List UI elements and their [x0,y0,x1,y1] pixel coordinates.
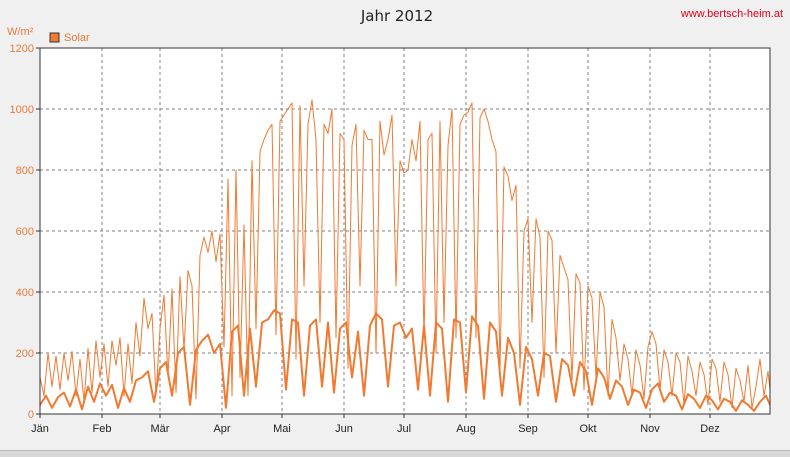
x-tick-label: Aug [456,423,476,435]
y-axis-ticks: 0 200 400 600 800 1000 1200 [10,43,40,421]
x-tick-label: Sep [518,423,538,435]
legend-label-solar: Solar [64,32,90,44]
y-tick-label: 1000 [10,104,34,116]
y-tick-label: 800 [16,165,34,177]
y-tick-label: 200 [16,348,34,360]
legend-swatch-solar [49,32,60,43]
x-tick-label: Mär [151,423,170,435]
series-line-solar-daily-mean [39,309,771,412]
x-axis-ticks: Jän Feb Mär Apr Mai Jun Jul Aug Sep Okt Nov Dez [31,414,720,435]
y-tick-label: 600 [16,226,34,238]
x-tick-label: Jul [397,423,411,435]
x-tick-label: Nov [640,423,660,435]
x-tick-label: Jän [31,423,49,435]
x-tick-label: Dez [700,423,720,435]
y-axis-unit: W/m² [7,26,34,38]
plot-frame [39,47,771,415]
y-tick-label: 1200 [10,43,34,55]
x-tick-label: Feb [93,423,112,435]
y-tick-label: 400 [16,287,34,299]
x-tick-label: Mai [273,423,291,435]
status-bar [0,450,790,457]
legend: Solar [49,32,90,44]
x-tick-label: Okt [579,423,596,435]
y-tick-label: 0 [28,409,34,421]
x-tick-label: Jun [335,423,353,435]
chart-title: Jahr 2012 [360,7,433,25]
series-line-solar-daily-max [39,99,771,409]
x-tick-label: Apr [213,423,230,435]
series-layer [39,99,771,412]
credit-link[interactable]: www.bertsch-heim.at [680,8,783,20]
